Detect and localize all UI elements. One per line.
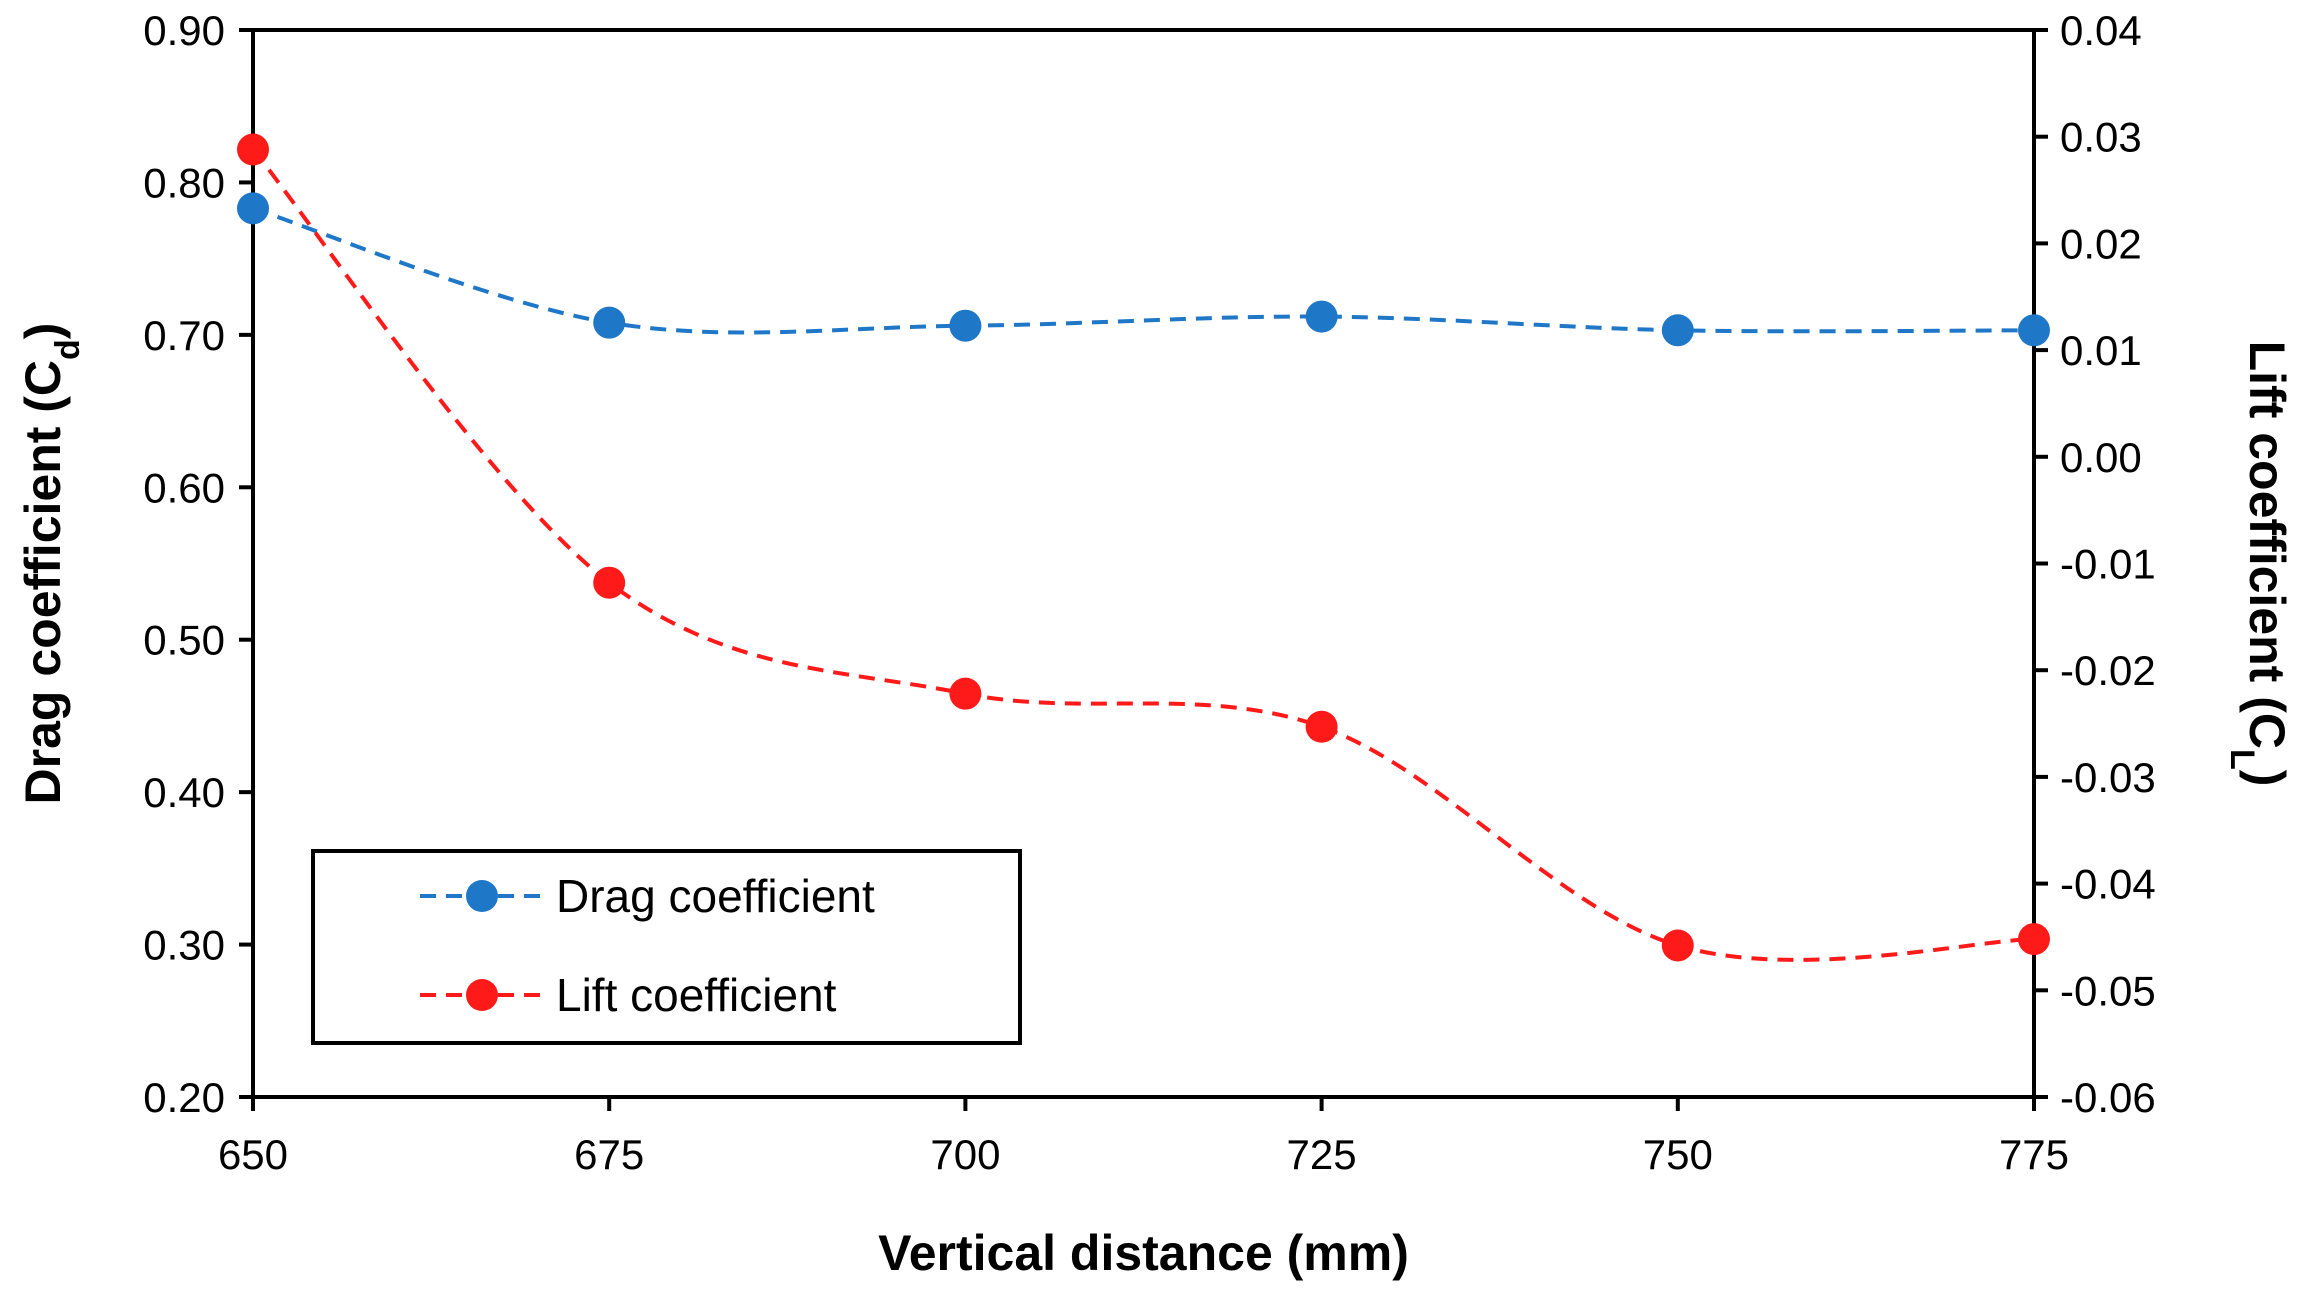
data-point-lift-coefficient xyxy=(593,566,626,599)
y-right-tick-label: 0.03 xyxy=(2060,114,2142,161)
y-left-tick-label: 0.20 xyxy=(143,1074,225,1121)
y-left-tick-label: 0.50 xyxy=(143,617,225,664)
axes xyxy=(251,28,2036,1099)
legend-drag-label: Drag coefficient xyxy=(556,870,875,922)
data-point-drag-coefficient xyxy=(2018,314,2050,347)
y-axis-left-title-subscript: d xyxy=(49,339,87,360)
x-tick-label: 775 xyxy=(1999,1131,2069,1178)
legend-lift-label: Lift coefficient xyxy=(556,969,837,1021)
y-right-tick-label: 0.01 xyxy=(2060,327,2142,374)
y-right-tick-label: -0.03 xyxy=(2060,754,2156,801)
y-axis-right-title-main: Lift coefficient (C xyxy=(2239,341,2295,749)
series-line-drag-coefficient xyxy=(252,206,2035,335)
y-right-tick-label: 0.02 xyxy=(2060,220,2142,267)
y-left-tick-label: 0.40 xyxy=(143,769,225,816)
data-point-drag-coefficient xyxy=(237,192,269,225)
y-right-tick-label: -0.02 xyxy=(2060,647,2156,694)
y-left-tick-label: 0.70 xyxy=(143,312,225,359)
y-left-tick-label: 0.60 xyxy=(143,464,225,511)
data-point-lift-coefficient xyxy=(1305,710,1338,743)
y-right-tick-label: -0.04 xyxy=(2060,861,2156,908)
y-axis-right-title-close: ) xyxy=(2239,770,2295,787)
x-tick-label: 675 xyxy=(574,1131,644,1178)
data-point-lift-coefficient xyxy=(1661,929,1694,962)
data-point-lift-coefficient xyxy=(949,677,982,710)
legend-lift-marker xyxy=(466,979,498,1011)
data-point-drag-coefficient xyxy=(1305,300,1338,333)
x-tick-label: 700 xyxy=(930,1131,1000,1178)
ticks: 650 675 700 725 750 775 0.20 0.30 0.40 0.50 0.60 0.… xyxy=(143,7,2155,1178)
y-axis-left-title: Drag coefficient (Cd) xyxy=(15,323,87,805)
y-left-tick-label: 0.90 xyxy=(143,7,225,54)
x-tick-label: 650 xyxy=(218,1131,288,1178)
y-axis-left-title-close: ) xyxy=(15,323,71,340)
y-right-tick-label: -0.01 xyxy=(2060,541,2156,588)
data-point-drag-coefficient xyxy=(593,306,626,339)
x-tick-label: 725 xyxy=(1287,1131,1357,1178)
y-right-tick-label: -0.06 xyxy=(2060,1074,2156,1121)
x-axis-title: Vertical distance (mm) xyxy=(878,1225,1409,1281)
y-left-tick-label: 0.80 xyxy=(143,159,225,206)
y-axis-left-title-main: Drag coefficient (C xyxy=(15,360,71,805)
data-point-drag-coefficient xyxy=(1661,314,1694,347)
y-axis-right-title-subscript: L xyxy=(2223,749,2261,770)
legend-drag-marker xyxy=(466,880,498,912)
legend: Drag coefficient Lift coefficient xyxy=(311,849,1022,1045)
series xyxy=(237,133,2050,962)
data-point-lift-coefficient xyxy=(237,133,269,166)
data-point-lift-coefficient xyxy=(2018,923,2050,956)
y-left-tick-label: 0.30 xyxy=(143,922,225,969)
y-axis-right-title: Lift coefficient (CL) xyxy=(2223,341,2295,787)
y-right-tick-label: 0.00 xyxy=(2060,434,2142,481)
legend-box xyxy=(311,849,1022,1045)
y-right-tick-label: 0.04 xyxy=(2060,7,2142,54)
series-line-lift-coefficient xyxy=(251,148,2035,962)
data-point-drag-coefficient xyxy=(949,309,982,342)
y-right-tick-label: -0.05 xyxy=(2060,967,2156,1014)
x-tick-label: 750 xyxy=(1643,1131,1713,1178)
